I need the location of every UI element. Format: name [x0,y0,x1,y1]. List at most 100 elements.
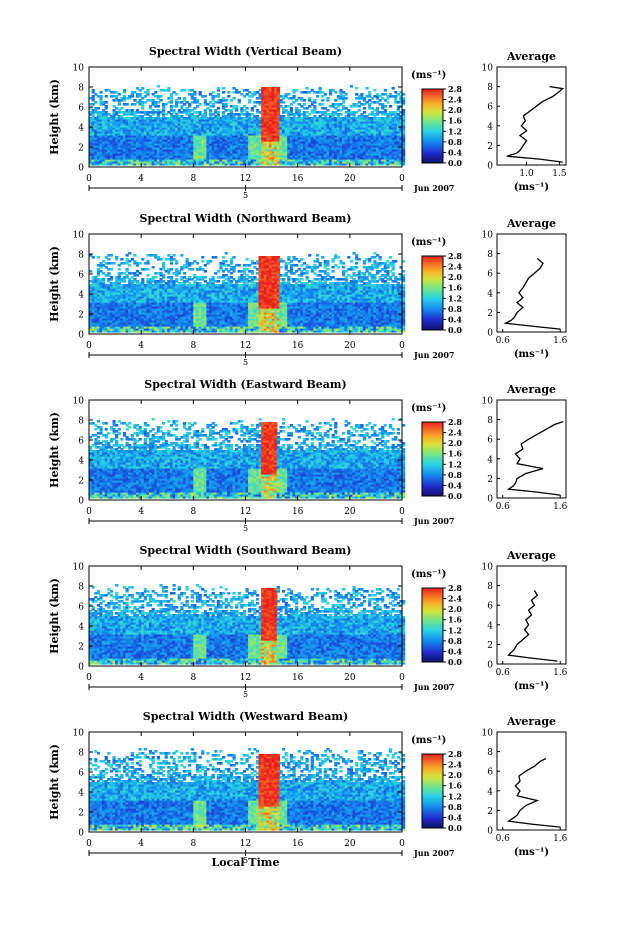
heatmap-cell [214,123,218,126]
heatmap-cell [159,119,163,122]
heatmap-cell [295,159,299,162]
heatmap-cell [169,105,174,108]
average-profile-line [506,85,565,163]
heatmap-cell [297,109,301,112]
heatmap-cell [216,135,221,138]
heatmap-cell [120,99,124,102]
heatmap-cell [279,119,283,122]
heatmap-cell [206,155,210,158]
heatmap-cell [276,137,281,140]
heatmap-cell [287,145,291,148]
heatmap-cell [195,121,200,124]
heatmap-cell [271,147,275,150]
heatmap-cell [216,95,221,98]
heatmap-cell [216,127,221,130]
heatmap-cell [315,153,320,156]
heatmap-cell [151,103,155,106]
heatmap-cell [253,153,257,156]
heatmap-cell [297,103,301,106]
heatmap-cell [96,123,101,126]
heatmap-cell [141,151,145,154]
heatmap-cell [224,137,228,140]
heatmap-cell [182,149,187,152]
heatmap-cell [117,123,121,126]
heatmap-cell [292,135,296,138]
heatmap-cell [295,89,299,92]
heatmap-cell [211,113,215,116]
heatmap-cell [148,149,153,152]
heatmap-cell [224,119,228,122]
heatmap-cell [203,103,207,106]
heatmap-cell [154,119,158,122]
heatmap-cell [224,157,228,160]
heatmap-cell [120,129,124,132]
heatmap-cell [154,145,158,148]
heatmap-cell [141,145,145,148]
heatmap-cell [154,161,158,164]
heatmap-cell [237,123,241,126]
heatmap-cell [227,143,231,146]
heatmap-cell [255,131,260,134]
heatmap-cell [115,147,119,150]
heatmap-cell [214,163,218,166]
heatmap-cell [125,141,129,144]
heatmap-cell [104,135,108,138]
heatmap-cell [245,111,249,114]
heatmap-cell [240,159,244,162]
heatmap-cell [109,137,114,140]
heatmap-cell [219,135,223,138]
heatmap-cell [96,153,101,156]
heatmap-cell [130,127,134,130]
heatmap-cell [180,153,184,156]
heatmap-cell [128,137,132,140]
heatmap-cell [255,129,260,132]
heatmap-cell [263,93,267,96]
heatmap-cell [208,139,213,142]
heatmap-cell [261,131,265,134]
heatmap-cell [266,149,270,152]
heatmap-cell [271,137,275,140]
heatmap-cell [102,143,106,146]
heatmap-cell [268,123,273,126]
heatmap-cell [141,137,145,140]
heatmap-cell [120,153,124,156]
heatmap-cell [276,125,281,128]
heatmap-cell [297,155,301,158]
heatmap-cell [211,123,215,126]
heatmap-cell [284,149,288,152]
heatmap-cell [130,117,134,120]
heatmap-cell [135,117,140,120]
heatmap-cell [302,151,307,154]
heatmap-cell [240,113,244,116]
heatmap-cell [266,143,270,146]
heatmap-cell [172,151,176,154]
heatmap-cell [188,155,192,158]
heatmap-cell [156,149,161,152]
heatmap-cell [125,103,129,106]
heatmap-cell [211,135,215,138]
heatmap-cell [203,127,207,130]
heatmap-cell [266,145,270,148]
heatmap-cell [258,151,262,154]
heatmap-cell [112,105,116,108]
heatmap-cell [135,163,140,166]
heatmap-cell [274,163,278,166]
heatmap-cell [216,93,221,96]
heatmap-cell [235,89,239,92]
heatmap-cell [128,123,132,126]
heatmap-cell [99,97,103,100]
heatmap-cell [261,159,265,162]
heatmap-cell [128,252,132,255]
heatmap-cell [175,113,179,116]
heatmap-cell [133,157,137,160]
heatmap-cell [138,93,142,96]
heatmap-cell [94,135,98,138]
heatmap-cell [282,141,286,144]
heatmap-cell [274,105,278,108]
heatmap-cell [154,149,158,152]
heatmap-cell [274,103,278,106]
heatmap-cell [164,153,168,156]
heatmap-cell [91,121,95,124]
heatmap-cell [167,123,171,126]
heatmap-cell [300,133,304,136]
